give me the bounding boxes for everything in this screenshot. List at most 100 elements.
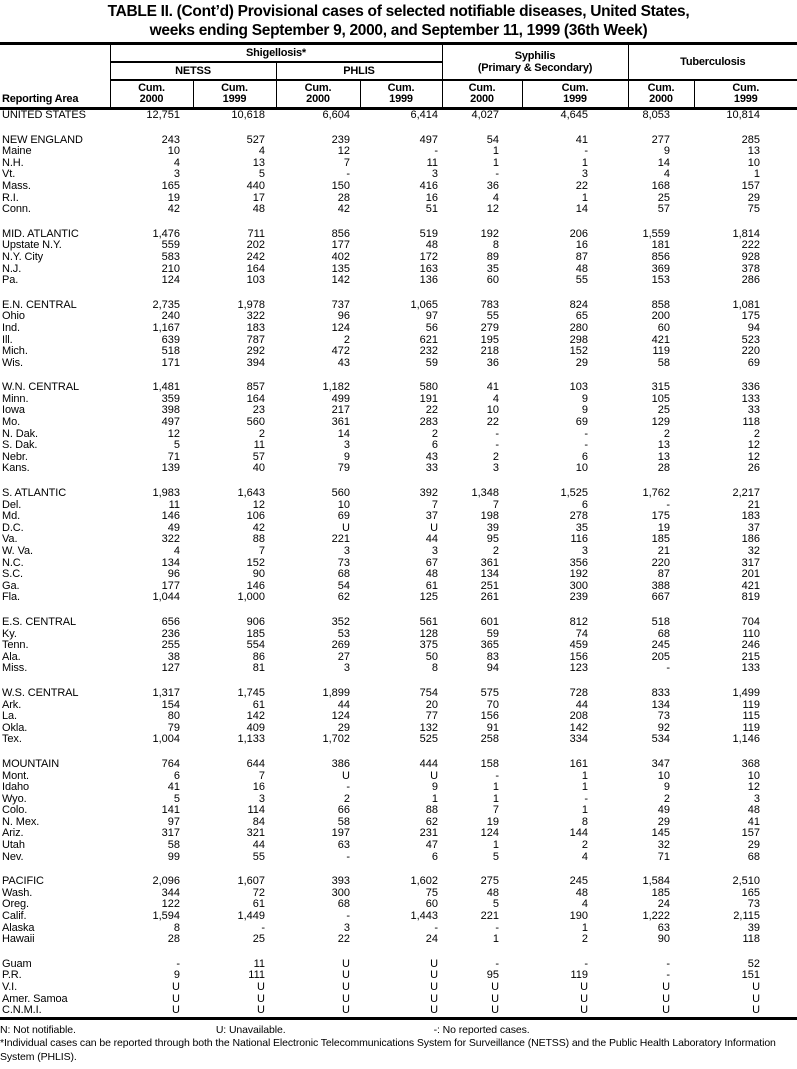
value-cell: 118 — [742, 934, 761, 946]
cum-column-header: Cum. 1999 — [360, 80, 443, 110]
value-cell: 8 — [173, 922, 180, 934]
reporting-area-cell: Nev. — [2, 851, 24, 863]
spacer-cell — [0, 604, 797, 617]
table-row: Conn. 42 48 42 51 12 14 57 75 — [0, 204, 797, 216]
value-cell: U — [580, 993, 589, 1005]
cum-column-header: Cum. 1999 — [522, 80, 629, 110]
table-row: UNITED STATES 12,751 10,618 6,604 6,414 4,027… — [0, 109, 797, 122]
value-cell: 361 — [480, 557, 500, 569]
value-cell: 361 — [331, 417, 350, 429]
table-row: N. Dak. 12 2 14 2 - - 2 2 — [0, 429, 797, 441]
reporting-area-cell: Colo. — [2, 805, 28, 817]
value-cell: 398 — [161, 405, 180, 417]
value-cell: 183 — [246, 322, 265, 334]
value-cell: 279 — [480, 322, 500, 334]
value-cell: U — [430, 982, 439, 993]
value-cell: 1,643 — [237, 488, 265, 500]
value-cell: 68 — [337, 899, 350, 911]
value-cell: 68 — [657, 628, 671, 640]
value-cell: 151 — [741, 970, 761, 982]
value-cell: 49 — [657, 805, 671, 817]
reporting-area-cell: Ala. — [2, 651, 21, 663]
value-cell: 4 — [173, 546, 180, 557]
value-cell: 125 — [419, 592, 439, 604]
value-cell: 11 — [426, 157, 439, 169]
value-cell: 583 — [161, 251, 180, 263]
value-cell: 177 — [161, 580, 180, 592]
value-cell: 13 — [747, 146, 761, 158]
value-cell: - — [346, 911, 350, 923]
value-cell: 181 — [651, 240, 671, 252]
table-row: Ind. 1,167 183 124 56 279 280 60 94 — [0, 323, 797, 335]
value-cell: 58 — [657, 357, 671, 369]
value-cell: 12 — [747, 440, 761, 452]
value-cell: 16 — [575, 240, 589, 252]
value-cell: 52 — [747, 958, 761, 970]
reporting-area-cell: Calif. — [2, 911, 27, 923]
value-cell: 359 — [161, 393, 180, 405]
table-row: E.S. CENTRAL 656 906 352 561 601 812 518 704 — [0, 617, 797, 629]
value-cell: 13 — [252, 157, 265, 169]
value-cell: 81 — [252, 663, 265, 675]
value-cell: 321 — [246, 828, 265, 840]
value-cell: 527 — [246, 134, 265, 146]
value-cell: 440 — [246, 180, 265, 192]
value-cell: 177 — [331, 240, 350, 252]
value-cell: 21 — [747, 499, 761, 511]
reporting-area-cell: Guam — [2, 958, 32, 970]
value-cell: 5 — [492, 851, 500, 863]
value-cell: 38 — [167, 651, 180, 663]
value-cell: 656 — [161, 616, 180, 628]
value-cell: 60 — [425, 899, 439, 911]
value-cell: 6 — [431, 851, 439, 863]
value-cell: - — [584, 793, 589, 805]
value-cell: 175 — [741, 311, 761, 323]
value-cell: - — [584, 428, 589, 440]
value-cell: 119 — [652, 346, 671, 358]
syphilis-group-header: Syphilis (Primary & Secondary) — [442, 43, 629, 81]
value-cell: 239 — [331, 134, 350, 146]
value-cell: 14 — [657, 157, 671, 169]
value-cell: 71 — [657, 851, 671, 863]
value-cell: 10 — [657, 770, 671, 782]
value-cell: 523 — [741, 334, 761, 346]
table-row: Ill. 639 787 2 621 195 298 421 523 — [0, 335, 797, 347]
value-cell: 1,899 — [322, 687, 350, 699]
reporting-area-cell: N. Dak. — [2, 428, 38, 440]
section-spacer — [0, 369, 797, 382]
value-cell: 49 — [167, 522, 180, 534]
value-cell: 99 — [167, 851, 180, 863]
value-cell: 421 — [741, 580, 761, 592]
reporting-area-cell: V.I. — [2, 982, 18, 993]
value-cell: 4,027 — [471, 109, 500, 121]
value-cell: 110 — [742, 628, 761, 640]
value-cell: 1,081 — [732, 299, 761, 311]
value-cell: 1,000 — [237, 592, 265, 604]
value-cell: 3 — [581, 546, 589, 557]
value-cell: 218 — [480, 346, 500, 358]
value-cell: 144 — [569, 828, 589, 840]
value-cell: 5 — [173, 793, 180, 805]
reporting-area-cell: MOUNTAIN — [2, 758, 60, 770]
value-cell: 29 — [575, 357, 589, 369]
table-row: Kans. 139 40 79 33 3 10 28 26 — [0, 463, 797, 475]
value-cell: 62 — [425, 816, 439, 828]
value-cell: 91 — [486, 722, 500, 734]
spacer-cell — [0, 216, 797, 229]
value-cell: U — [342, 970, 350, 982]
value-cell: 9 — [663, 782, 671, 794]
reporting-area-cell: S. Dak. — [2, 440, 38, 452]
value-cell: U — [430, 1005, 439, 1017]
value-cell: - — [495, 169, 500, 181]
value-cell: 554 — [246, 640, 265, 652]
legend-unavailable: U: Unavailable. — [215, 1023, 286, 1036]
value-cell: 192 — [569, 569, 589, 581]
value-cell: 369 — [651, 263, 671, 275]
value-cell: 5 — [492, 899, 500, 911]
section-spacer — [0, 946, 797, 959]
value-cell: 560 — [331, 488, 350, 500]
value-cell: 534 — [651, 734, 671, 746]
value-cell: 12 — [337, 146, 350, 158]
value-cell: 19 — [657, 522, 671, 534]
value-cell: 1,978 — [237, 299, 265, 311]
